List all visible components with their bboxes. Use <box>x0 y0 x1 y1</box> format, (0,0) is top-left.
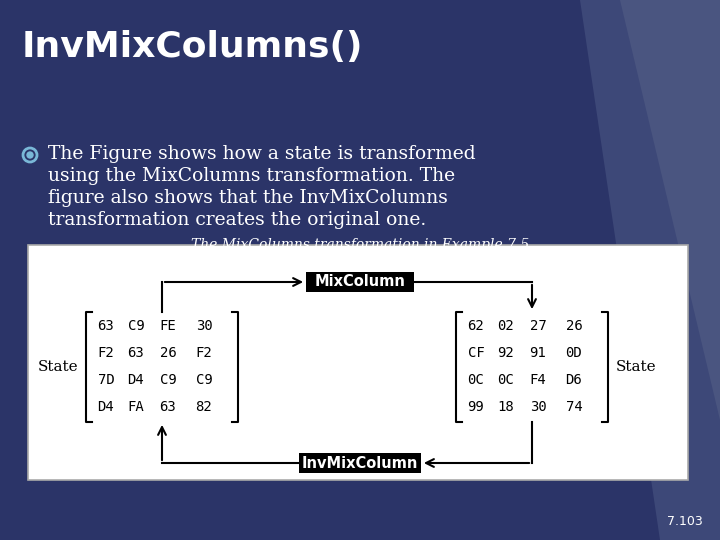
Text: InvMixColumns(): InvMixColumns() <box>22 30 364 64</box>
Text: F4: F4 <box>530 373 546 387</box>
Text: 7D: 7D <box>98 373 114 387</box>
Text: 26: 26 <box>160 346 176 360</box>
Text: 63: 63 <box>160 400 176 414</box>
Text: 30: 30 <box>530 400 546 414</box>
Text: 0D: 0D <box>566 346 582 360</box>
Text: FA: FA <box>127 400 145 414</box>
Text: CF: CF <box>467 346 485 360</box>
Text: The MixColumns transformation in Example 7.5: The MixColumns transformation in Example… <box>191 238 529 252</box>
Bar <box>299 453 421 473</box>
FancyBboxPatch shape <box>28 245 688 480</box>
Text: FE: FE <box>160 319 176 333</box>
Text: InvMixColumn: InvMixColumn <box>302 456 418 470</box>
Text: State: State <box>37 360 78 374</box>
Text: F2: F2 <box>196 346 212 360</box>
Text: 7.103: 7.103 <box>667 515 703 528</box>
Polygon shape <box>620 0 720 420</box>
Bar <box>306 272 414 292</box>
Text: D4: D4 <box>98 400 114 414</box>
Text: F2: F2 <box>98 346 114 360</box>
Text: 82: 82 <box>196 400 212 414</box>
Text: 0C: 0C <box>467 373 485 387</box>
Text: 92: 92 <box>498 346 514 360</box>
Text: D4: D4 <box>127 373 145 387</box>
Text: 63: 63 <box>127 346 145 360</box>
Circle shape <box>27 152 33 158</box>
Text: figure also shows that the InvMixColumns: figure also shows that the InvMixColumns <box>48 189 448 207</box>
Text: 26: 26 <box>566 319 582 333</box>
Text: transformation creates the original one.: transformation creates the original one. <box>48 211 426 229</box>
Text: 30: 30 <box>196 319 212 333</box>
Text: The Figure shows how a state is transformed: The Figure shows how a state is transfor… <box>48 145 476 163</box>
Text: 02: 02 <box>498 319 514 333</box>
Text: D6: D6 <box>566 373 582 387</box>
Text: using the MixColumns transformation. The: using the MixColumns transformation. The <box>48 167 455 185</box>
Text: C9: C9 <box>160 373 176 387</box>
Text: MixColumn: MixColumn <box>315 274 405 289</box>
Text: 18: 18 <box>498 400 514 414</box>
Text: C9: C9 <box>127 319 145 333</box>
Text: 0C: 0C <box>498 373 514 387</box>
Text: 91: 91 <box>530 346 546 360</box>
Text: 63: 63 <box>98 319 114 333</box>
Text: State: State <box>616 360 657 374</box>
Polygon shape <box>580 0 720 540</box>
Text: 62: 62 <box>467 319 485 333</box>
Text: 74: 74 <box>566 400 582 414</box>
Text: C9: C9 <box>196 373 212 387</box>
Text: 99: 99 <box>467 400 485 414</box>
Text: 27: 27 <box>530 319 546 333</box>
